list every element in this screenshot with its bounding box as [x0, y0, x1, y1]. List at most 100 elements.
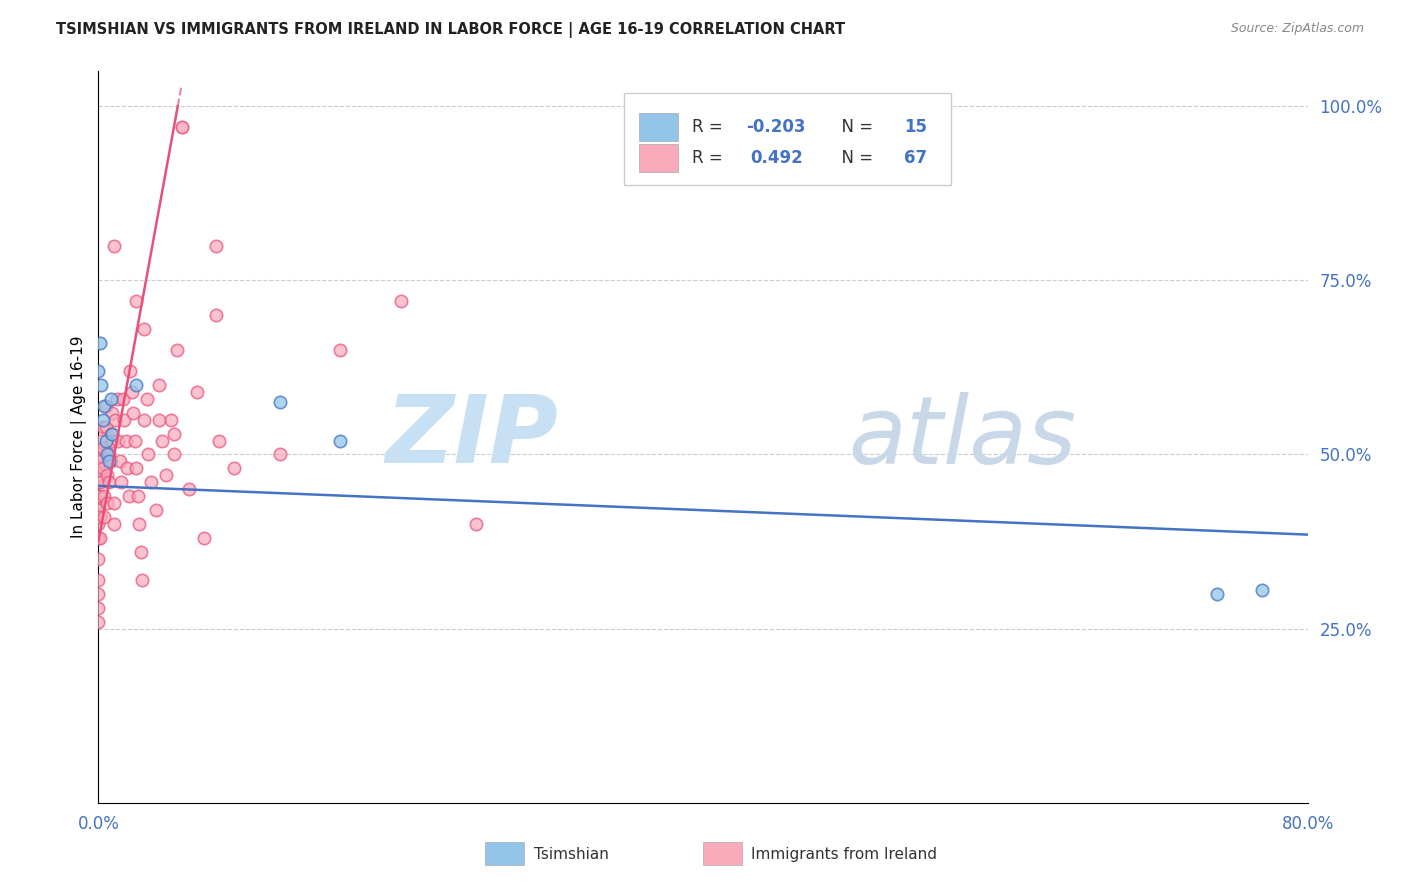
Point: [150, 434, 173, 448]
Text: R =: R =: [692, 118, 728, 136]
Point: [94, 434, 117, 448]
Point: [90, 434, 112, 448]
Point: [127, 489, 149, 503]
Text: -0.203: -0.203: [747, 118, 806, 136]
Point: [87, 489, 110, 503]
Point: [91, 412, 114, 426]
Point: [205, 308, 228, 322]
Point: [148, 377, 170, 392]
FancyBboxPatch shape: [703, 841, 742, 865]
Point: [135, 392, 157, 406]
Point: [128, 517, 150, 532]
FancyBboxPatch shape: [638, 113, 678, 141]
Text: Source: ZipAtlas.com: Source: ZipAtlas.com: [1230, 22, 1364, 36]
Point: [114, 434, 136, 448]
Point: [208, 434, 231, 448]
Point: [120, 364, 142, 378]
Point: [93, 510, 115, 524]
Point: [193, 531, 215, 545]
Point: [93, 399, 115, 413]
Point: [94, 419, 117, 434]
Point: [179, 483, 201, 497]
Point: [132, 412, 155, 426]
Point: [90, 475, 112, 490]
FancyBboxPatch shape: [485, 841, 524, 865]
Text: ZIP: ZIP: [385, 391, 558, 483]
Point: [155, 468, 177, 483]
Point: [87, 600, 110, 615]
Point: [104, 412, 127, 426]
Point: [87, 496, 110, 510]
Point: [101, 406, 124, 420]
Point: [96, 496, 118, 510]
Text: atlas: atlas: [848, 392, 1077, 483]
Text: N =: N =: [831, 118, 879, 136]
Point: [87, 531, 110, 545]
FancyBboxPatch shape: [624, 94, 950, 185]
Point: [329, 343, 352, 357]
Point: [118, 489, 141, 503]
Point: [100, 454, 122, 468]
Point: [115, 461, 138, 475]
Point: [205, 238, 228, 252]
Point: [89, 448, 111, 462]
Point: [103, 496, 125, 510]
Point: [125, 461, 148, 475]
FancyBboxPatch shape: [638, 144, 678, 171]
Point: [100, 392, 122, 406]
Point: [112, 412, 135, 426]
Point: [148, 412, 170, 426]
Point: [90, 454, 112, 468]
Text: 0.492: 0.492: [751, 149, 803, 167]
Text: R =: R =: [692, 149, 728, 167]
Point: [107, 434, 129, 448]
Text: N =: N =: [831, 149, 879, 167]
Point: [87, 573, 110, 587]
Point: [136, 448, 159, 462]
Point: [96, 468, 118, 483]
Text: 67: 67: [904, 149, 927, 167]
Point: [89, 468, 111, 483]
Text: Immigrants from Ireland: Immigrants from Ireland: [751, 847, 938, 862]
Point: [87, 615, 110, 629]
Point: [87, 364, 110, 378]
Point: [98, 454, 121, 468]
Point: [110, 475, 132, 490]
Point: [108, 454, 131, 468]
Point: [224, 461, 246, 475]
Point: [101, 426, 124, 441]
Point: [125, 377, 148, 392]
Point: [89, 336, 111, 351]
Point: [87, 587, 110, 601]
Point: [98, 475, 121, 490]
Point: [87, 517, 110, 532]
Point: [91, 441, 114, 455]
Point: [170, 120, 193, 134]
Point: [269, 395, 291, 409]
Point: [98, 448, 121, 462]
Point: [91, 419, 114, 434]
Point: [89, 531, 111, 545]
Point: [111, 392, 134, 406]
Point: [103, 517, 125, 532]
Point: [132, 322, 155, 336]
Point: [125, 294, 148, 309]
Point: [87, 461, 110, 475]
Point: [329, 434, 352, 448]
Point: [105, 392, 128, 406]
Point: [94, 399, 117, 413]
Text: 15: 15: [904, 118, 927, 136]
Point: [93, 489, 115, 503]
Text: Tsimshian: Tsimshian: [534, 847, 609, 862]
Point: [100, 426, 122, 441]
Point: [122, 406, 145, 420]
Point: [89, 489, 111, 503]
Point: [269, 448, 291, 462]
Point: [96, 448, 118, 462]
Point: [103, 238, 125, 252]
Point: [129, 545, 152, 559]
Point: [163, 426, 186, 441]
Point: [91, 461, 114, 475]
Point: [1206, 587, 1229, 601]
Point: [141, 475, 163, 490]
